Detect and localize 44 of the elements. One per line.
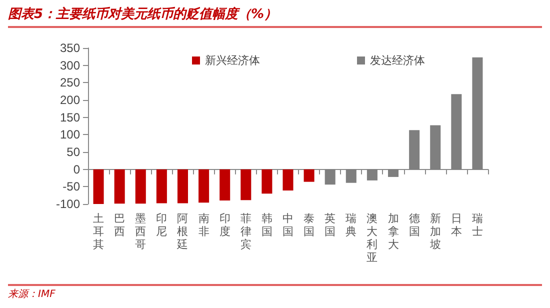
y-tick-label: 300	[60, 58, 80, 72]
y-tick-label: -50	[62, 180, 80, 194]
y-tick-label: 250	[60, 76, 80, 90]
chart-title: 图表5：主要纸币对美元纸币的贬值幅度（%）	[8, 4, 542, 28]
bar	[240, 169, 252, 200]
x-tick-label: 德国	[408, 212, 420, 238]
legend-label: 发达经济体	[370, 54, 425, 67]
bar	[135, 169, 146, 204]
x-tick-label: 印度	[219, 212, 230, 238]
x-tick-label: 新加坡	[428, 212, 441, 251]
x-tick-label: 土耳其	[93, 212, 104, 251]
x-tick-label: 印尼	[156, 212, 168, 238]
y-tick-label: -100	[56, 197, 80, 211]
x-tick-label: 墨西哥	[135, 212, 146, 251]
bar	[304, 169, 314, 182]
x-tick-label: 澳大利亚	[366, 212, 378, 264]
y-tick-label: 200	[60, 93, 80, 107]
x-tick-label: 菲律宾	[240, 212, 252, 251]
bar	[198, 169, 210, 203]
bar	[262, 169, 272, 194]
bar	[220, 169, 230, 201]
legend-label: 新兴经济体	[205, 54, 260, 67]
x-tick-label: 韩国	[261, 212, 272, 238]
bar	[93, 169, 104, 204]
x-tick-label: 瑞典	[346, 212, 357, 238]
y-tick-label: 100	[60, 128, 80, 142]
x-tick-label: 英国	[324, 212, 336, 238]
bar	[156, 169, 167, 204]
x-tick-label: 泰国	[304, 212, 315, 238]
y-tick-label: 50	[66, 145, 80, 159]
x-tick-label: 瑞士	[472, 212, 483, 238]
y-tick-label: 0	[73, 162, 80, 176]
x-tick-label: 加拿大	[388, 212, 399, 251]
bar	[114, 169, 125, 204]
bar	[177, 169, 188, 204]
y-tick-label: 150	[60, 110, 80, 124]
x-tick-label: 日本	[450, 212, 462, 238]
bar	[282, 169, 294, 190]
x-tick-label: 南非	[198, 212, 210, 238]
x-tick-label: 巴西	[114, 212, 126, 238]
x-tick-label: 阿根廷	[176, 212, 188, 251]
x-tick-label: 中国	[282, 212, 294, 238]
y-tick-label: 350	[60, 41, 80, 55]
source-note: 来源：IMF	[8, 284, 542, 304]
